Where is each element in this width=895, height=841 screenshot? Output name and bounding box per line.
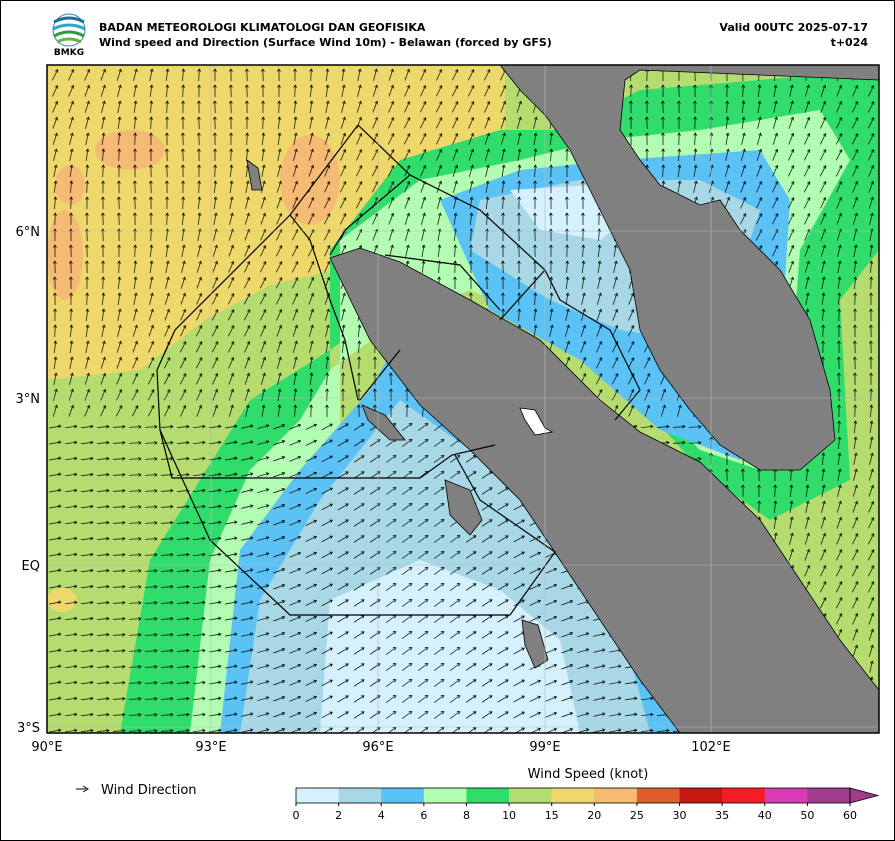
colorbar-swatch bbox=[594, 788, 638, 803]
lat-label: 6°N bbox=[16, 225, 41, 240]
colorbar-swatch bbox=[423, 788, 467, 803]
colorbar-swatch bbox=[722, 788, 766, 803]
colorbar-tick-label: 6 bbox=[420, 809, 427, 822]
colorbar-swatch bbox=[296, 788, 339, 803]
logo-text: BMKG bbox=[54, 48, 84, 58]
colorbar-title: Wind Speed (knot) bbox=[528, 767, 649, 782]
lat-label: 3°S bbox=[17, 721, 40, 736]
colorbar-tick-label: 4 bbox=[378, 809, 385, 822]
valid-time: Valid 00UTC 2025-07-17 bbox=[719, 21, 868, 34]
colorbar-tick-label: 8 bbox=[463, 809, 470, 822]
colorbar-tick-label: 10 bbox=[502, 809, 516, 822]
map-area bbox=[47, 65, 879, 733]
colorbar-frame bbox=[295, 787, 851, 804]
colorbar-swatch bbox=[551, 788, 595, 803]
colorbar-tick-label: 25 bbox=[630, 809, 644, 822]
lon-label: 102°E bbox=[691, 740, 731, 755]
colorbar-tick-label: 30 bbox=[673, 809, 687, 822]
colorbar-tick-label: 35 bbox=[715, 809, 729, 822]
colorbar-swatch bbox=[679, 788, 723, 803]
lon-label: 90°E bbox=[31, 740, 62, 755]
colorbar-swatch bbox=[338, 788, 382, 803]
lead-time: t+024 bbox=[831, 36, 869, 49]
lat-label: 3°N bbox=[16, 392, 41, 407]
map-frame bbox=[46, 64, 880, 734]
axis-labels: 90°E 93°E 96°E 99°E 102°E 6°N 3°N EQ 3°S bbox=[16, 225, 731, 755]
colorbar-tick-label: 50 bbox=[800, 809, 814, 822]
colorbar-swatch bbox=[636, 788, 680, 803]
colorbar-tick-label: 60 bbox=[843, 809, 857, 822]
graticule bbox=[47, 65, 879, 733]
colorbar-tick-label: 20 bbox=[587, 809, 601, 822]
colorbar-swatch bbox=[509, 788, 552, 803]
lon-label: 96°E bbox=[362, 740, 393, 755]
logo: BMKG bbox=[52, 13, 86, 58]
zone-outlines bbox=[156, 124, 641, 616]
colorbar-tick-label: 0 bbox=[293, 809, 300, 822]
colorbar-swatch bbox=[764, 788, 808, 803]
colorbar-tick-label: 40 bbox=[758, 809, 772, 822]
colorbar-tick-label: 15 bbox=[545, 809, 559, 822]
colorbar-swatch bbox=[466, 788, 510, 803]
lon-label: 99°E bbox=[529, 740, 560, 755]
legend-arrow-label: Wind Direction bbox=[101, 783, 197, 798]
lat-label: EQ bbox=[22, 559, 40, 574]
colorbar-swatch bbox=[807, 788, 851, 803]
lon-label: 93°E bbox=[195, 740, 226, 755]
colorbar-tick-label: 2 bbox=[335, 809, 342, 822]
colorbar: 0 2 4 6 8 10 15 20 25 30 35 40 50 60 bbox=[293, 787, 880, 822]
header-subtitle: Wind speed and Direction (Surface Wind 1… bbox=[99, 36, 552, 49]
header-title: BADAN METEOROLOGI KLIMATOLOGI DAN GEOFIS… bbox=[99, 21, 426, 34]
legend-arrow-head bbox=[82, 785, 89, 793]
colorbar-swatch bbox=[381, 788, 425, 803]
